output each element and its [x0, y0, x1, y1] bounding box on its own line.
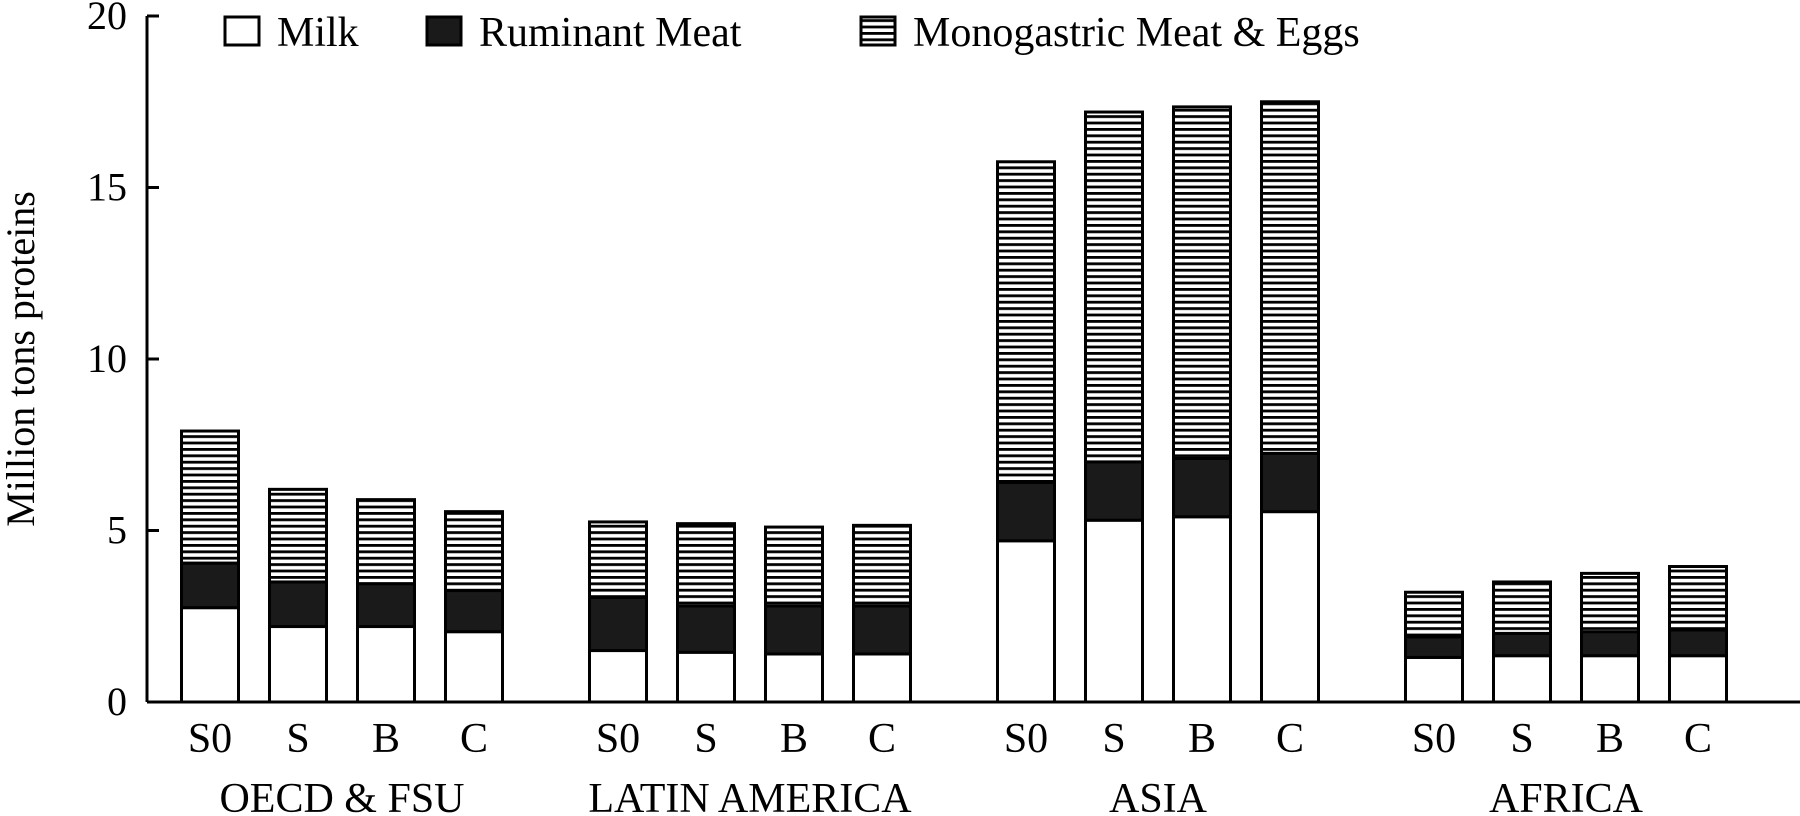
- bar-segment-ruminant-meat: [764, 604, 824, 656]
- bar-segment-milk: [676, 650, 736, 704]
- bar-segment-ruminant-meat: [1084, 460, 1144, 522]
- bar-segment-ruminant-meat: [996, 480, 1056, 543]
- bar-segment-ruminant-meat: [588, 595, 648, 653]
- legend-swatch-monogastric-meat-and-eggs: [859, 15, 897, 47]
- bar-segment-ruminant-meat: [1404, 635, 1464, 659]
- bar-segment-ruminant-meat: [676, 604, 736, 654]
- bar-segment-milk: [268, 625, 328, 704]
- bar-segment-monogastric-meat-and-eggs: [1404, 590, 1464, 639]
- x-category-label: C: [868, 716, 896, 762]
- bar-segment-monogastric-meat-and-eggs: [764, 525, 824, 608]
- bar-segment-monogastric-meat-and-eggs: [356, 498, 416, 586]
- bar-segment-monogastric-meat-and-eggs: [1260, 100, 1320, 455]
- legend: Milk Ruminant Meat Monogastric Meat & Eggs: [223, 10, 1360, 56]
- bar-segment-ruminant-meat: [852, 604, 912, 656]
- bar-segment-monogastric-meat-and-eggs: [996, 160, 1056, 484]
- bar-segment-monogastric-meat-and-eggs: [588, 520, 648, 599]
- bar-segment-monogastric-meat-and-eggs: [1668, 565, 1728, 632]
- bar-segment-milk: [588, 649, 648, 704]
- bar-segment-ruminant-meat: [1668, 628, 1728, 658]
- bar-segment-milk: [1404, 655, 1464, 704]
- bar-segment-monogastric-meat-and-eggs: [1492, 580, 1552, 635]
- bar-segment-milk: [1172, 515, 1232, 704]
- y-tick-label: 5: [107, 508, 127, 553]
- x-labels: S0 S B C OECD & FSU S0 S B C LATIN AMERICA S0 S B C AS…: [188, 716, 1712, 816]
- legend-label-monogastric-meat-and-eggs: Monogastric Meat & Eggs: [913, 10, 1360, 56]
- bar-segment-milk: [1580, 654, 1640, 704]
- bar-segment-milk: [180, 606, 240, 704]
- bar-segment-ruminant-meat: [444, 589, 504, 634]
- bar-segment-milk: [852, 652, 912, 704]
- bar-segment-milk: [996, 539, 1056, 704]
- bar-segment-milk: [356, 625, 416, 704]
- x-category-label: S: [1102, 716, 1125, 762]
- x-category-label: S0: [596, 716, 640, 762]
- bars: [180, 100, 1728, 704]
- bar-segment-monogastric-meat-and-eggs: [268, 487, 328, 584]
- x-group-label: LATIN AMERICA: [588, 776, 912, 816]
- bar-segment-monogastric-meat-and-eggs: [180, 429, 240, 565]
- bar-segment-monogastric-meat-and-eggs: [1084, 110, 1144, 464]
- bar-segment-monogastric-meat-and-eggs: [676, 522, 736, 608]
- bar-segment-milk: [764, 652, 824, 704]
- bar-segment-milk: [1084, 518, 1144, 704]
- x-category-label: C: [460, 716, 488, 762]
- bar-segment-ruminant-meat: [1580, 630, 1640, 658]
- bar-segment-ruminant-meat: [268, 580, 328, 629]
- bar-segment-ruminant-meat: [356, 582, 416, 629]
- x-category-label: S: [1510, 716, 1533, 762]
- y-tick-label: 20: [87, 0, 127, 38]
- x-group-label: AFRICA: [1489, 776, 1644, 816]
- bar-segment-ruminant-meat: [1172, 456, 1232, 519]
- legend-swatch-milk: [223, 15, 261, 47]
- y-tick-label: 0: [107, 679, 127, 724]
- x-category-label: S0: [1004, 716, 1048, 762]
- x-category-label: S: [286, 716, 309, 762]
- bar-segment-milk: [1492, 654, 1552, 704]
- y-tick-label: 15: [87, 165, 127, 210]
- bar-segment-monogastric-meat-and-eggs: [1580, 571, 1640, 634]
- x-category-label: B: [780, 716, 808, 762]
- y-axis-label: Million tons proteins: [0, 191, 43, 527]
- x-category-label: S: [694, 716, 717, 762]
- legend-label-ruminant-meat: Ruminant Meat: [479, 10, 742, 56]
- x-group-label: OECD & FSU: [219, 776, 464, 816]
- bar-segment-ruminant-meat: [180, 561, 240, 610]
- bar-segment-milk: [1668, 654, 1728, 704]
- bar-segment-monogastric-meat-and-eggs: [1172, 105, 1232, 460]
- x-category-label: B: [372, 716, 400, 762]
- x-category-label: S0: [1412, 716, 1456, 762]
- y-ticks: 0 5 10 15 20: [87, 0, 159, 724]
- x-category-label: B: [1596, 716, 1624, 762]
- bar-segment-monogastric-meat-and-eggs: [444, 510, 504, 593]
- bar-segment-monogastric-meat-and-eggs: [852, 523, 912, 608]
- bar-segment-ruminant-meat: [1492, 631, 1552, 658]
- y-tick-label: 10: [87, 336, 127, 381]
- bar-segment-milk: [1260, 510, 1320, 704]
- bar-segment-milk: [444, 630, 504, 704]
- x-category-label: B: [1188, 716, 1216, 762]
- x-category-label: C: [1684, 716, 1712, 762]
- legend-swatch-ruminant-meat: [425, 15, 463, 47]
- x-category-label: C: [1276, 716, 1304, 762]
- bar-segment-ruminant-meat: [1260, 451, 1320, 514]
- x-category-label: S0: [188, 716, 232, 762]
- x-group-label: ASIA: [1109, 776, 1208, 816]
- legend-label-milk: Milk: [277, 10, 359, 56]
